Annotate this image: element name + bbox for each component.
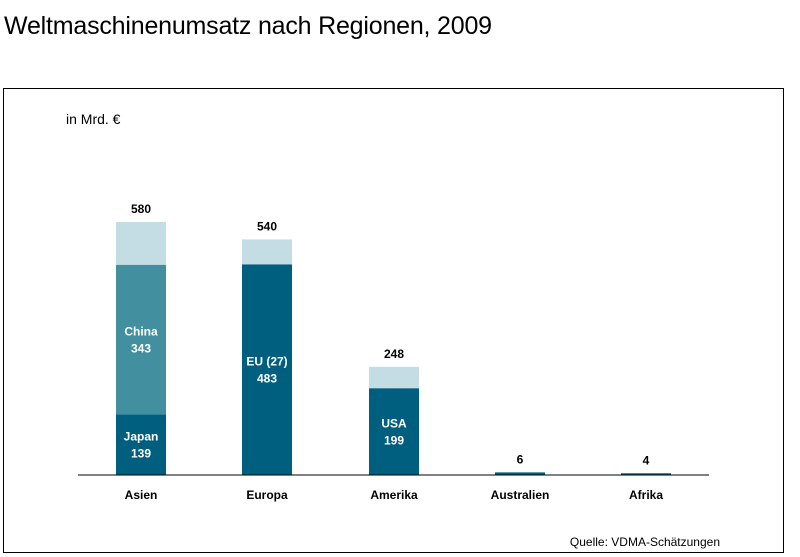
- segment-value-europa-0: 483: [257, 372, 277, 386]
- bar-segment-afrika-0: [621, 473, 671, 476]
- bar-segment-amerika-1: [369, 366, 419, 389]
- bar-segment-asien-1: [116, 264, 166, 415]
- total-label-afrika: 4: [643, 453, 650, 467]
- category-label-asien: Asien: [125, 488, 158, 502]
- bar-segment-amerika-0: [369, 388, 419, 475]
- category-label-afrika: Afrika: [629, 488, 663, 502]
- segment-value-asien-1: 343: [131, 342, 151, 356]
- segment-label-asien-1: China: [124, 325, 158, 339]
- bar-segment-asien-2: [116, 222, 166, 265]
- category-label-amerika: Amerika: [370, 488, 418, 502]
- total-label-europa: 540: [257, 219, 277, 233]
- segment-value-asien-0: 139: [131, 447, 151, 461]
- bar-segment-australien-0: [495, 472, 545, 475]
- segment-label-asien-0: Japan: [124, 430, 159, 444]
- segment-value-amerika-0: 199: [384, 434, 404, 448]
- total-label-asien: 580: [131, 202, 151, 216]
- category-label-australien: Australien: [491, 488, 550, 502]
- segment-label-amerika-0: USA: [381, 417, 407, 431]
- bar-segment-asien-0: [116, 414, 166, 475]
- category-label-europa: Europa: [246, 488, 288, 502]
- bar-segment-europa-1: [242, 239, 292, 265]
- total-label-amerika: 248: [384, 347, 404, 361]
- plot-area: Japan 139 China 343 580 Asien EU (27) 483 540 Eur…: [116, 202, 671, 502]
- source-note: Quelle: VDMA-Schätzungen: [570, 535, 720, 549]
- segment-label-europa-0: EU (27): [246, 355, 287, 369]
- bar-segment-europa-0: [242, 264, 292, 475]
- unit-label: in Mrd. €: [66, 111, 121, 127]
- total-label-australien: 6: [517, 452, 524, 466]
- chart-title: Weltmaschinenumsatz nach Regionen, 2009: [4, 12, 492, 40]
